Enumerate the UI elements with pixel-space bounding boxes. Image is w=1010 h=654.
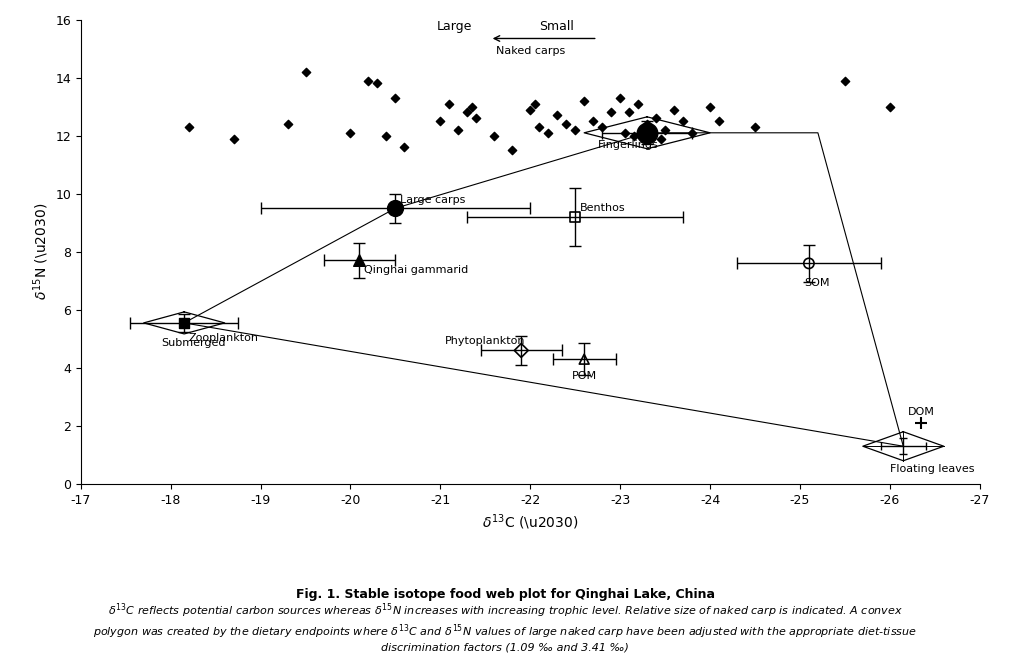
Point <box>639 119 655 129</box>
Point <box>913 418 929 428</box>
Point <box>801 258 817 269</box>
Text: $\delta^{13}$C reflects potential carbon sources whereas $\delta^{15}$N increase: $\delta^{13}$C reflects potential carbon… <box>93 601 917 653</box>
Point <box>625 131 641 141</box>
Point <box>746 122 763 132</box>
Point <box>630 99 646 109</box>
Point <box>616 128 632 138</box>
Point <box>176 318 192 328</box>
Point <box>549 110 566 120</box>
Point <box>181 122 197 132</box>
Point <box>450 125 467 135</box>
Point <box>522 105 538 115</box>
Y-axis label: $\delta^{15}$N (\u2030): $\delta^{15}$N (\u2030) <box>31 203 52 300</box>
Point <box>621 107 637 118</box>
Point <box>648 113 665 124</box>
Point <box>559 119 575 129</box>
Point <box>576 95 592 106</box>
Text: Benthos: Benthos <box>580 203 625 213</box>
Point <box>441 99 458 109</box>
Point <box>882 101 898 112</box>
Point <box>526 99 542 109</box>
Point <box>576 354 592 364</box>
Point <box>567 125 583 135</box>
Text: SOM: SOM <box>804 278 830 288</box>
Point <box>387 203 403 213</box>
Point <box>504 145 520 156</box>
Point <box>711 116 727 126</box>
Point <box>432 116 448 126</box>
Point <box>540 128 557 138</box>
Point <box>639 128 655 138</box>
X-axis label: $\delta^{13}$C (\u2030): $\delta^{13}$C (\u2030) <box>482 512 579 532</box>
Point <box>702 101 718 112</box>
Point <box>666 105 682 115</box>
Point <box>585 116 601 126</box>
Point <box>297 67 313 77</box>
Point <box>531 122 547 132</box>
Point <box>460 107 476 118</box>
Point <box>387 93 403 103</box>
Text: Submerged: Submerged <box>161 338 225 349</box>
Point <box>684 128 700 138</box>
Point <box>594 122 610 132</box>
Text: Small: Small <box>539 20 574 33</box>
Point <box>469 113 485 124</box>
Point <box>379 131 395 141</box>
Point <box>370 78 386 89</box>
Point <box>656 125 673 135</box>
Point <box>225 133 241 144</box>
Point <box>612 93 628 103</box>
Point <box>603 107 619 118</box>
Point <box>675 116 691 126</box>
Text: Naked carps: Naked carps <box>496 46 565 56</box>
Text: Phytoplankton: Phytoplankton <box>445 336 526 346</box>
Point <box>836 75 852 86</box>
Text: DOM: DOM <box>908 407 934 417</box>
Text: Fig. 1. Stable isotope food web plot for Qinghai Lake, China: Fig. 1. Stable isotope food web plot for… <box>296 589 714 602</box>
Point <box>486 131 502 141</box>
Point <box>396 142 412 152</box>
Text: Large: Large <box>436 20 472 33</box>
Text: Qinghai gammarid: Qinghai gammarid <box>364 265 469 275</box>
Text: Floating leaves: Floating leaves <box>890 464 975 473</box>
Point <box>361 75 377 86</box>
Text: Fingerlings: Fingerlings <box>598 140 659 150</box>
Point <box>567 212 583 222</box>
Point <box>513 345 529 356</box>
Text: Large carps: Large carps <box>400 196 466 205</box>
Point <box>464 101 480 112</box>
Point <box>342 128 359 138</box>
Point <box>351 255 368 266</box>
Point <box>280 119 296 129</box>
Text: Zooplankton: Zooplankton <box>189 333 259 343</box>
Point <box>652 133 669 144</box>
Text: POM: POM <box>572 371 597 381</box>
